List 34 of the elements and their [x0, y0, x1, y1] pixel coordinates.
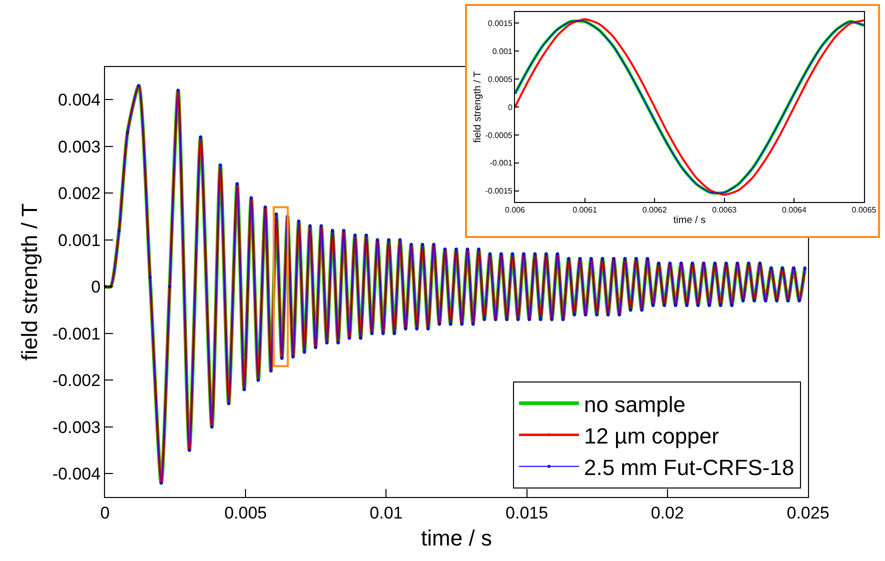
y-axis-title: field strength / T	[472, 71, 484, 143]
x-tick-label: 0.015	[506, 503, 548, 522]
y-tick-label: -0.001	[490, 158, 513, 168]
x-tick-label: 0.005	[224, 503, 267, 522]
y-tick-label: 0.002	[58, 184, 101, 204]
x-tick-label: 0.0061	[572, 206, 598, 215]
x-tick-label: 0.0064	[782, 206, 807, 215]
y-tick-label: 0.0005	[488, 74, 513, 84]
y-tick-label: 0	[91, 278, 101, 297]
y-tick-label: -0.002	[52, 371, 101, 390]
y-tick-label: 0.001	[58, 230, 101, 250]
y-tick-label: -0.0005	[485, 130, 513, 140]
x-tick-label: 0.006	[504, 206, 526, 215]
y-tick-label: 0.0015	[488, 18, 513, 28]
y-axis-title: field strength / T	[17, 203, 42, 361]
y-tick-label: 0.003	[58, 137, 101, 156]
y-tick-label: -0.004	[52, 464, 101, 484]
y-tick-label: 0	[508, 102, 513, 112]
x-tick-label: 0.0065	[852, 206, 877, 215]
legend-label: no sample	[584, 392, 686, 417]
x-tick-label: 0.025	[786, 503, 830, 522]
x-tick-label: 0.0062	[642, 206, 668, 215]
y-tick-label: -0.001	[52, 324, 101, 344]
x-tick-label: 0.01	[370, 503, 403, 522]
x-tick-label: 0.0063	[712, 206, 738, 215]
legend-label: 12 µm copper	[584, 423, 719, 448]
x-axis-title: time / s	[673, 215, 706, 226]
y-tick-label: -0.0015	[485, 186, 513, 196]
legend-label: 2.5 mm Fut-CRFS-18	[584, 454, 794, 480]
x-tick-label: 0.02	[650, 503, 684, 522]
x-axis-title: time / s	[421, 525, 492, 550]
y-tick-label: 0.004	[58, 90, 101, 110]
y-tick-label: -0.003	[52, 418, 101, 437]
y-tick-label: 0.001	[492, 46, 513, 56]
